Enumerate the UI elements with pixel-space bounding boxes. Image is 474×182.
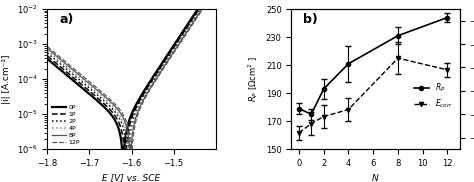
8P — [45, 48, 50, 50]
Y-axis label: |i| [A.cm⁻²]: |i| [A.cm⁻²] — [2, 54, 11, 104]
Line: 0P: 0P — [47, 0, 216, 182]
Line: 1P: 1P — [47, 0, 216, 182]
0P — [101, 106, 107, 108]
12P — [118, 109, 123, 112]
1P — [45, 55, 50, 57]
4P — [101, 97, 107, 100]
12P — [137, 109, 142, 111]
4P — [118, 116, 123, 118]
1P — [73, 78, 79, 81]
1P — [137, 100, 142, 102]
2P — [137, 103, 142, 105]
8P — [137, 107, 142, 109]
2P — [67, 71, 73, 73]
Legend: 0P, 1P, 2P, 4P, 8P, 12P: 0P, 1P, 2P, 4P, 8P, 12P — [51, 104, 82, 146]
1P — [67, 74, 73, 76]
X-axis label: N: N — [372, 173, 379, 182]
8P — [118, 112, 123, 114]
Line: 12P: 12P — [47, 0, 216, 182]
X-axis label: E [V] vs. SCE: E [V] vs. SCE — [102, 173, 161, 182]
Y-axis label: $R_P$ [$\Omega$cm$^2$ ]: $R_P$ [$\Omega$cm$^2$ ] — [246, 56, 260, 102]
0P — [73, 81, 79, 84]
1P — [133, 107, 139, 109]
Line: 2P: 2P — [47, 0, 216, 182]
4P — [137, 104, 142, 106]
12P — [101, 93, 107, 95]
Legend: $R_P$, $E_{corr}$: $R_P$, $E_{corr}$ — [411, 79, 456, 113]
Text: b): b) — [303, 13, 318, 26]
0P — [137, 97, 142, 100]
8P — [101, 95, 107, 97]
1P — [118, 125, 123, 128]
0P — [67, 76, 73, 79]
0P — [133, 104, 139, 106]
8P — [73, 71, 79, 73]
8P — [67, 66, 73, 68]
4P — [133, 112, 139, 114]
2P — [45, 52, 50, 54]
12P — [73, 69, 79, 71]
12P — [45, 46, 50, 48]
2P — [118, 119, 123, 121]
0P — [118, 135, 123, 137]
1P — [101, 103, 107, 105]
4P — [45, 50, 50, 52]
12P — [133, 120, 139, 122]
8P — [133, 116, 139, 118]
Line: 8P: 8P — [47, 0, 216, 182]
Line: 4P: 4P — [47, 0, 216, 182]
2P — [73, 76, 79, 78]
4P — [73, 74, 79, 76]
2P — [101, 100, 107, 102]
0P — [45, 58, 50, 60]
Text: a): a) — [59, 13, 73, 26]
12P — [67, 64, 73, 66]
4P — [67, 68, 73, 71]
2P — [133, 110, 139, 112]
